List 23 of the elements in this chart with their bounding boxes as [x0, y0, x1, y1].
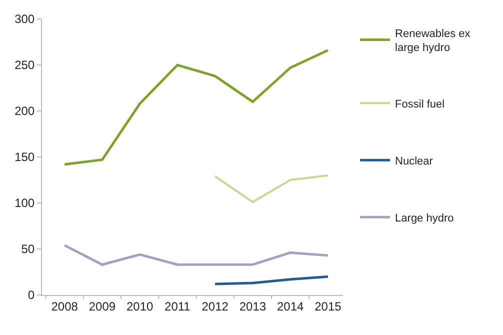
- y-tick-label: 0: [28, 288, 35, 302]
- legend-label: Renewables ex large hydro: [395, 28, 471, 54]
- x-tick-label: 2009: [88, 299, 116, 314]
- y-tick-label: 50: [21, 242, 35, 256]
- x-tick-label: 2012: [202, 299, 229, 314]
- line-series: [214, 174, 329, 204]
- legend-label: Nuclear: [395, 155, 434, 168]
- y-tick-label: 300: [14, 12, 35, 26]
- x-tick-label: 2015: [314, 299, 342, 314]
- y-tick-label: 100: [14, 196, 35, 210]
- x-tick-label: 2010: [126, 299, 154, 314]
- legend-label: Fossil fuel: [395, 98, 445, 110]
- y-tick-label: 200: [14, 104, 35, 118]
- x-tick-label: 2013: [239, 299, 266, 314]
- y-tick-label: 250: [14, 58, 35, 72]
- x-tick-label: 2014: [276, 299, 304, 314]
- x-tick-label: 2011: [164, 299, 191, 314]
- legend-label: Large hydro: [395, 212, 454, 224]
- y-tick-label: 150: [14, 150, 35, 164]
- line-series: [214, 275, 330, 286]
- line-series: [63, 244, 330, 266]
- x-tick-label: 2008: [51, 299, 78, 314]
- line-series: [63, 49, 330, 166]
